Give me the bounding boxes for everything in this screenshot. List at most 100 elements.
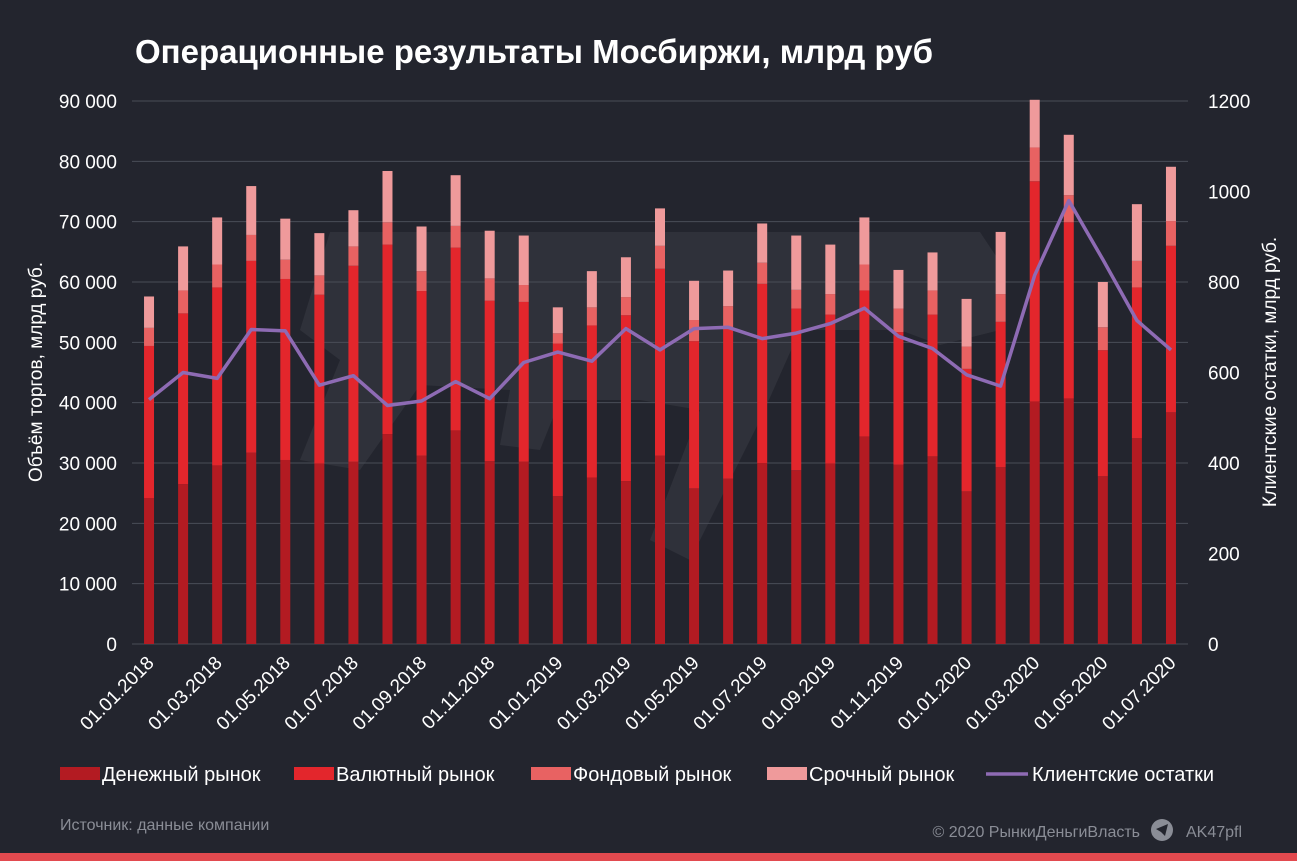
bar-derivatives-market: [212, 217, 223, 265]
bar-money-market: [1029, 401, 1040, 644]
y-tick-label-right: 1200: [1208, 92, 1250, 113]
y-axis-left: 0 10 000 20 000 30 000 40 000 50 000 60 000 70 …: [59, 92, 117, 656]
bar-stock-market: [518, 285, 529, 302]
y-tick-label-right: 800: [1208, 273, 1240, 294]
bar-currency-market: [348, 265, 359, 462]
bar-currency-market: [791, 308, 802, 471]
y-tick-label-right: 400: [1208, 454, 1240, 475]
legend-stock-market-swatch: [531, 767, 571, 780]
bar-stock-market: [1097, 327, 1108, 351]
bar-derivatives-market: [416, 226, 427, 272]
legend-stock-market-label: Фондовый рынок: [573, 764, 732, 786]
bar-currency-market: [1165, 245, 1176, 413]
bar-stock-market: [450, 225, 461, 248]
bar-currency-market: [689, 341, 700, 489]
accent-bar: [0, 853, 1297, 861]
bar-stock-market: [961, 346, 972, 369]
bar-derivatives-market: [1029, 99, 1040, 148]
bar-money-market: [416, 455, 427, 644]
bar-currency-market: [280, 278, 291, 460]
watermark-rifle-icon: [300, 232, 1000, 560]
bar-currency-market: [450, 247, 461, 431]
legend-money-market-label: Денежный рынок: [102, 764, 261, 786]
bar-currency-market: [620, 315, 631, 482]
y-axis-right-label: Клиентские остатки, млрд руб.: [1260, 237, 1281, 507]
chart-title: Операционные результаты Мосбиржи, млрд р…: [135, 33, 933, 70]
bar-money-market: [348, 461, 359, 644]
bar-derivatives-market: [314, 233, 325, 276]
bar-currency-market: [246, 260, 257, 453]
bar-currency-market: [552, 343, 563, 497]
bar-money-market: [655, 455, 665, 644]
bar-derivatives-market: [518, 235, 529, 286]
bar-stock-market: [314, 275, 325, 295]
bar-money-market: [314, 463, 325, 644]
bar-currency-market: [1029, 181, 1040, 402]
y-tick-label-right: 0: [1208, 635, 1219, 656]
bar-derivatives-market: [450, 175, 461, 226]
bar-money-market: [552, 496, 563, 644]
bar-currency-market: [859, 290, 870, 437]
bar-stock-market: [927, 290, 938, 315]
legend: Денежный рынок Валютный рынок Фондовый рын…: [60, 764, 1214, 786]
bar-stock-market: [212, 264, 223, 288]
bar-money-market: [1165, 412, 1176, 644]
bar-money-market: [1063, 398, 1074, 644]
bar-money-market: [825, 463, 836, 644]
bar-currency-market: [723, 327, 734, 479]
bar-money-market: [586, 477, 597, 644]
bar-stock-market: [586, 307, 597, 326]
telegram-handle: AK47pfl: [1186, 824, 1242, 841]
y-axis-left-label: Объём торгов, млрд руб.: [26, 262, 47, 482]
bar-derivatives-market: [689, 280, 700, 321]
bar-derivatives-market: [280, 218, 291, 260]
bar-stock-market: [723, 306, 734, 328]
bar-stock-market: [655, 245, 665, 269]
bar-derivatives-market: [1165, 166, 1176, 222]
bar-stock-market: [280, 259, 291, 279]
bar-stock-market: [893, 308, 904, 333]
bar-money-market: [893, 464, 904, 644]
bar-money-market: [859, 436, 870, 644]
line-client-balances: [147, 198, 1173, 408]
bar-currency-market: [416, 291, 427, 456]
bar-currency-market: [1097, 350, 1108, 477]
bar-stock-market: [757, 262, 768, 284]
y-tick-label-left: 90 000: [59, 92, 117, 113]
y-tick-label-left: 50 000: [59, 333, 117, 354]
bar-derivatives-market: [1063, 134, 1074, 196]
bar-derivatives-market: [757, 223, 768, 263]
y-tick-label-right: 1000: [1208, 183, 1250, 204]
bar-money-market: [1131, 438, 1142, 644]
bar-money-market: [689, 488, 700, 644]
bar-currency-market: [995, 321, 1006, 468]
bar-currency-market: [484, 300, 495, 462]
x-axis: 01.01.201801.03.201801.05.201801.07.2018…: [76, 653, 1180, 735]
x-tick-label: 01.07.2020: [1098, 653, 1180, 735]
bar-money-market: [246, 452, 257, 644]
bar-money-market: [144, 497, 155, 644]
bar-derivatives-market: [995, 231, 1006, 295]
bar-stock-market: [382, 222, 393, 245]
bar-money-market: [620, 481, 631, 644]
y-axis-right: 0 200 400 600 800 1000 1200: [1208, 92, 1250, 656]
bar-money-market: [927, 456, 938, 644]
bar-derivatives-market: [552, 307, 563, 334]
bar-money-market: [212, 465, 223, 644]
bar-derivatives-market: [246, 186, 257, 235]
bar-stock-market: [620, 297, 631, 316]
bar-derivatives-market: [348, 210, 359, 247]
bar-stock-market: [144, 327, 155, 346]
y-tick-label-left: 0: [106, 635, 117, 656]
y-tick-label-left: 30 000: [59, 454, 117, 475]
bar-currency-market: [178, 313, 189, 485]
bar-money-market: [382, 434, 393, 644]
y-tick-label-right: 600: [1208, 364, 1240, 385]
bar-currency-market: [1131, 287, 1142, 439]
bar-stock-market: [348, 246, 359, 266]
bar-money-market: [518, 461, 529, 644]
telegram-icon: [1151, 819, 1173, 841]
bar-currency-market: [314, 294, 325, 464]
bar-derivatives-market: [1097, 282, 1108, 328]
